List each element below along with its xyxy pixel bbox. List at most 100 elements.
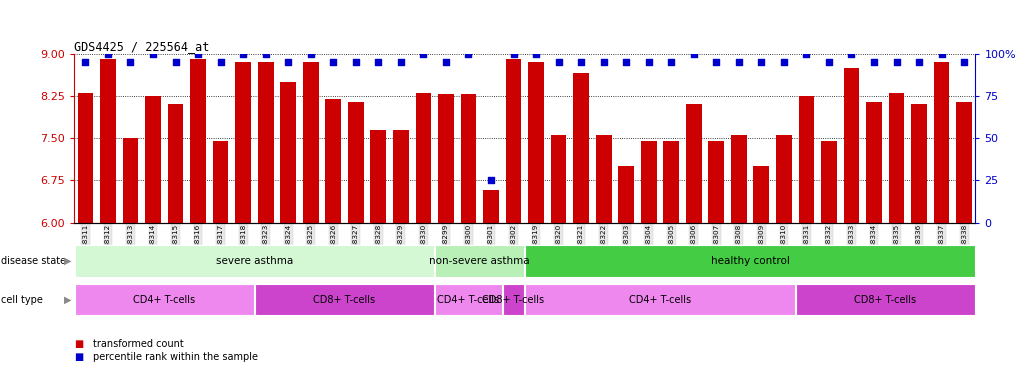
Bar [460,94,476,223]
Bar [235,62,251,223]
Point [370,59,386,65]
Bar [303,62,318,223]
Point [212,59,229,65]
Text: disease state: disease state [1,256,66,266]
Bar [528,62,544,223]
Text: percentile rank within the sample: percentile rank within the sample [93,352,258,362]
Bar [258,62,274,223]
Bar [280,82,296,223]
Bar [525,284,795,315]
Point [595,59,612,65]
Point [303,51,319,57]
Point [325,59,342,65]
Text: CD4+ T-cells: CD4+ T-cells [438,295,500,305]
Point [100,51,116,57]
Bar [506,60,521,223]
Point [235,51,251,57]
Point [798,51,815,57]
Bar [709,141,724,223]
Bar [889,93,904,223]
Bar [595,136,612,223]
Point [844,51,860,57]
Text: ■: ■ [74,339,83,349]
Bar [798,96,815,223]
Bar [145,96,161,223]
Bar [74,245,435,277]
Bar [618,166,634,223]
Point [527,51,544,57]
Bar [525,245,975,277]
Bar [213,141,229,223]
Text: CD8+ T-cells: CD8+ T-cells [313,295,376,305]
Point [776,59,792,65]
Point [347,59,364,65]
Point [618,59,634,65]
Point [415,51,432,57]
Point [167,59,183,65]
Bar [821,141,836,223]
Bar [371,130,386,223]
Bar [254,284,435,315]
Point [550,59,566,65]
Bar [731,136,747,223]
Bar [956,102,972,223]
Point [438,59,454,65]
Point [708,59,724,65]
Bar [77,93,94,223]
Bar [641,141,656,223]
Point [506,51,522,57]
Bar [168,104,183,223]
Text: ■: ■ [74,352,83,362]
Text: transformed count: transformed count [93,339,183,349]
Bar [844,68,859,223]
Bar [776,136,792,223]
Bar [551,136,567,223]
Point [753,59,769,65]
Text: GDS4425 / 225564_at: GDS4425 / 225564_at [74,40,209,53]
Text: CD4+ T-cells: CD4+ T-cells [133,295,196,305]
Text: ▶: ▶ [64,295,71,305]
Bar [574,73,589,223]
Point [888,59,904,65]
Bar [435,245,524,277]
Bar [348,102,364,223]
Point [866,59,883,65]
Point [460,51,477,57]
Bar [866,102,882,223]
Bar [123,138,138,223]
Text: cell type: cell type [1,295,43,305]
Text: non-severe asthma: non-severe asthma [430,256,530,266]
Point [190,51,206,57]
Bar [393,130,409,223]
Point [392,59,409,65]
Point [280,59,297,65]
Text: CD8+ T-cells: CD8+ T-cells [482,295,545,305]
Point [663,59,680,65]
Bar [912,104,927,223]
Point [933,51,950,57]
Text: ▶: ▶ [64,256,71,266]
Bar [438,94,454,223]
Point [483,177,500,184]
Bar [100,60,115,223]
Bar [74,284,254,315]
Point [641,59,657,65]
Bar [325,99,341,223]
Bar [686,104,701,223]
Bar [435,284,502,315]
Text: CD4+ T-cells: CD4+ T-cells [629,295,691,305]
Bar [415,93,432,223]
Point [77,59,94,65]
Text: CD8+ T-cells: CD8+ T-cells [854,295,917,305]
Text: severe asthma: severe asthma [216,256,293,266]
Point [123,59,139,65]
Point [573,59,589,65]
Bar [191,60,206,223]
Point [258,51,274,57]
Point [145,51,162,57]
Point [956,59,972,65]
Bar [483,190,499,223]
Point [911,59,927,65]
Bar [754,166,769,223]
Bar [503,284,524,315]
